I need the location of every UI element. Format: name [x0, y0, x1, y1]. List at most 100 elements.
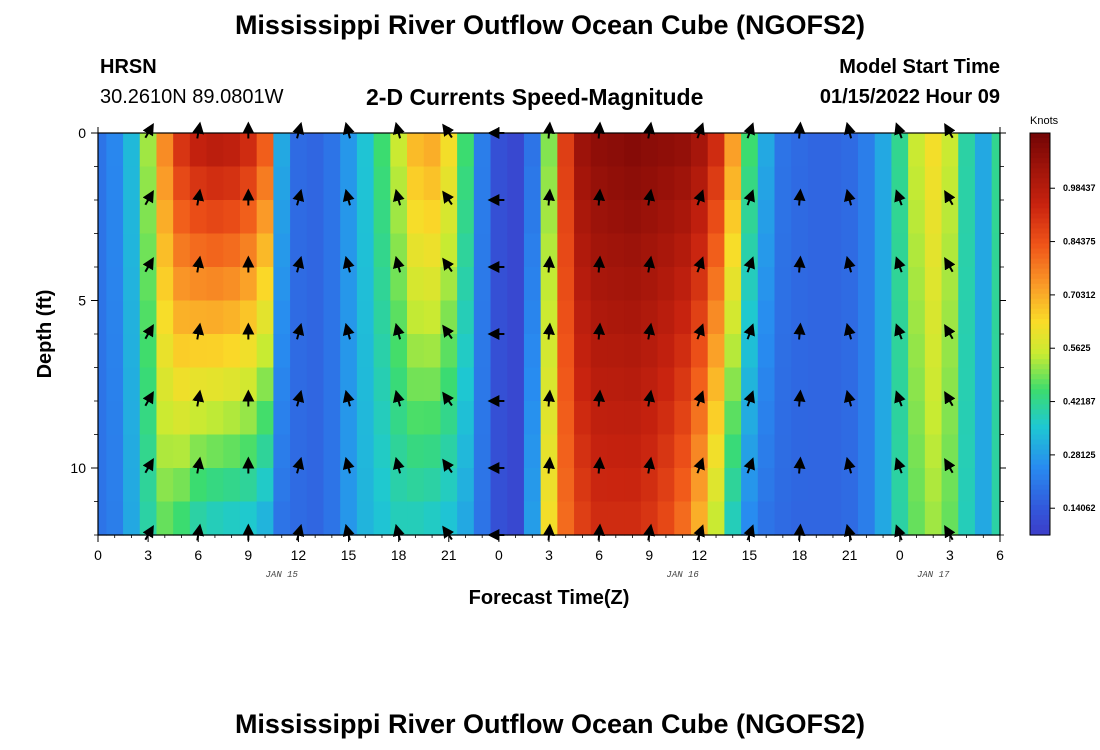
colorbar-band — [1030, 278, 1050, 285]
heatmap-cell — [340, 401, 358, 436]
current-vector-arrow — [844, 255, 856, 273]
x-tick-label: 18 — [391, 547, 407, 563]
heatmap-cell — [189, 133, 208, 168]
heatmap-cell — [958, 267, 976, 302]
heatmap-cell — [189, 468, 208, 503]
heatmap-cell — [440, 468, 458, 503]
heatmap-cell — [206, 233, 224, 268]
heatmap-cell — [590, 267, 609, 302]
colorbar-band — [1030, 188, 1050, 194]
heatmap-cell — [423, 468, 442, 503]
heatmap-cell — [891, 233, 909, 268]
heatmap-cell — [523, 434, 542, 469]
colorbar-tick-label: 0.70312 — [1063, 290, 1096, 300]
heatmap-cell — [490, 334, 508, 369]
heatmap-cell — [507, 267, 525, 302]
current-vector-arrow — [643, 389, 656, 407]
heatmap-cell — [774, 233, 792, 268]
current-vector-arrow — [693, 256, 705, 273]
heatmap-cell — [206, 367, 224, 402]
heatmap-cell — [473, 133, 492, 168]
heatmap-cell — [724, 166, 742, 201]
heatmap-cell — [891, 267, 909, 302]
heatmap-cell — [991, 434, 1001, 469]
heatmap-cell — [674, 133, 692, 168]
colorbar-band — [1030, 494, 1050, 501]
current-vector-arrow — [844, 456, 856, 474]
heatmap-cell — [958, 334, 976, 369]
current-vector-arrow — [542, 188, 555, 206]
colorbar-band — [1030, 158, 1050, 164]
current-vectors — [142, 121, 956, 541]
heatmap-cell — [774, 133, 792, 168]
heatmap-cell — [98, 166, 107, 201]
heatmap-cell — [724, 367, 742, 402]
heatmap-cell — [607, 133, 625, 168]
heatmap-cell — [958, 133, 976, 168]
colorbar-band — [1030, 173, 1050, 179]
heatmap-cell — [791, 401, 809, 436]
heatmap-cell — [690, 401, 709, 436]
heatmap-cell — [156, 367, 174, 402]
heatmap-cell — [356, 133, 375, 168]
heatmap-cell — [924, 300, 943, 335]
heatmap-cell — [941, 267, 959, 302]
heatmap-cell — [340, 334, 358, 369]
heatmap-cell — [256, 267, 274, 302]
heatmap-cell — [674, 233, 692, 268]
heatmap-cell — [423, 233, 442, 268]
heatmap-cell — [824, 133, 842, 168]
heatmap-cell — [891, 468, 909, 503]
heatmap-cell — [874, 133, 893, 168]
heatmap-cell — [741, 200, 759, 235]
colorbar-band — [1030, 273, 1050, 280]
current-vector-arrow — [643, 322, 656, 340]
heatmap-cell — [523, 501, 542, 536]
heatmap-cell — [807, 468, 826, 503]
heatmap-cell — [523, 334, 542, 369]
heatmap-cell — [774, 166, 792, 201]
colorbar-band — [1030, 429, 1050, 436]
heatmap-cell — [724, 200, 742, 235]
colorbar-band — [1030, 293, 1050, 300]
heatmap-cell — [98, 133, 107, 168]
heatmap-cell — [123, 501, 141, 536]
current-vector-arrow — [442, 458, 454, 474]
colorbar-tick-label: 0.5625 — [1063, 343, 1091, 353]
heatmap-cell — [958, 300, 976, 335]
heatmap-cell — [390, 233, 408, 268]
heatmap-cell — [707, 233, 725, 268]
heatmap-cell — [807, 501, 826, 536]
heatmap-cell — [356, 501, 375, 536]
heatmap-cell — [707, 334, 725, 369]
heatmap-cell — [991, 501, 1001, 536]
heatmap-cell — [306, 468, 325, 503]
heatmap-cell — [306, 233, 325, 268]
heatmap-cell — [306, 334, 325, 369]
colorbar-band — [1030, 228, 1050, 235]
heatmap-cell — [724, 334, 742, 369]
heatmap-cell — [574, 501, 592, 536]
heatmap-cell — [173, 468, 191, 503]
heatmap-cell — [690, 367, 709, 402]
colorbar-ticks: 0.14062 0.28125 0.42187 0.5625 0.70312 0.8437… — [1050, 183, 1096, 513]
heatmap-cell — [306, 166, 325, 201]
x-tick-label: 18 — [792, 547, 808, 563]
heatmap-cell — [941, 434, 959, 469]
heatmap-cell — [624, 133, 642, 168]
colorbar-band — [1030, 489, 1050, 496]
heatmap-cell — [490, 401, 508, 436]
heatmap-cell — [123, 267, 141, 302]
heatmap-cell — [273, 334, 291, 369]
x-tick-label: 12 — [291, 547, 307, 563]
colorbar-band — [1030, 459, 1050, 466]
heatmap-cell — [574, 166, 592, 201]
heatmap-cell — [390, 300, 408, 335]
heatmap-cell — [223, 200, 241, 235]
heatmap-cell — [557, 233, 575, 268]
current-vector-arrow — [944, 257, 956, 273]
heatmap-cell — [173, 367, 191, 402]
heatmap-cell — [156, 267, 174, 302]
heatmap-cell — [290, 401, 308, 436]
